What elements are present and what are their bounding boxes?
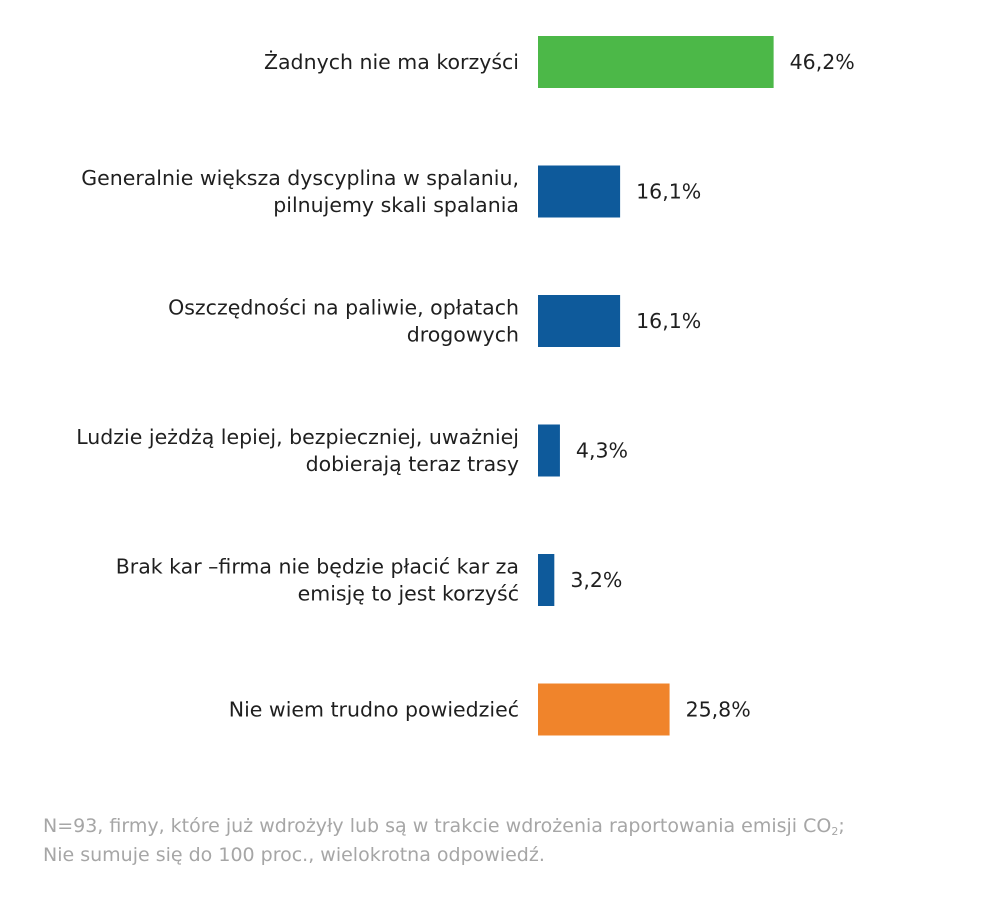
value-label-3: 16,1% — [636, 309, 701, 333]
bar-6 — [538, 683, 670, 736]
footnote-line-2: Nie sumuje się do 100 proc., wielokrotna… — [43, 844, 545, 866]
category-labels-layer: Żadnych nie ma korzyści Generalnie większ… — [76, 49, 519, 722]
bar-3 — [538, 295, 621, 347]
category-label-6-line-1: Nie wiem trudno powiedzieć — [229, 698, 519, 722]
bar-chart: Żadnych nie ma korzyści Generalnie większ… — [76, 36, 855, 736]
value-label-5: 3,2% — [570, 568, 622, 592]
bar-5 — [538, 554, 555, 606]
value-label-2: 16,1% — [636, 180, 701, 204]
category-label-3-line-2: drogowych — [407, 323, 519, 347]
bar-2 — [538, 165, 621, 218]
category-label-4-line-1: Ludzie jeżdżą lepiej, bezpieczniej, uważ… — [76, 425, 519, 449]
footnote-subscript: 2 — [831, 825, 839, 838]
category-label-2-line-1: Generalnie większa dyscyplina w spalaniu… — [81, 166, 519, 190]
category-label-3-line-1: Oszczędności na paliwie, opłatach — [168, 296, 519, 320]
chart-footnote: N=93, firmy, które już wdrożyły lub są w… — [43, 812, 983, 870]
category-label-1-line-1: Żadnych nie ma korzyści — [264, 49, 519, 74]
category-label-5-line-2: emisję to jest korzyść — [298, 582, 519, 606]
bar-1 — [538, 36, 774, 88]
value-labels-layer: 46,2% 16,1% 16,1% 4,3% 3,2% 25,8% — [570, 50, 854, 722]
value-label-1: 46,2% — [790, 50, 855, 74]
footnote-line-1-end: ; — [838, 815, 845, 837]
category-label-5-line-1: Brak kar –firma nie będzie płacić kar za — [116, 555, 519, 579]
bars-layer — [538, 36, 774, 736]
category-label-2-line-2: pilnujemy skali spalania — [273, 193, 519, 217]
category-label-4-line-2: dobierają teraz trasy — [306, 452, 519, 476]
value-label-4: 4,3% — [576, 439, 628, 463]
bar-4 — [538, 424, 560, 477]
footnote-line-1: N=93, firmy, które już wdrożyły lub są w… — [43, 812, 983, 841]
value-label-6: 25,8% — [686, 698, 751, 722]
footnote-line-1-text: N=93, firmy, które już wdrożyły lub są w… — [43, 815, 832, 837]
